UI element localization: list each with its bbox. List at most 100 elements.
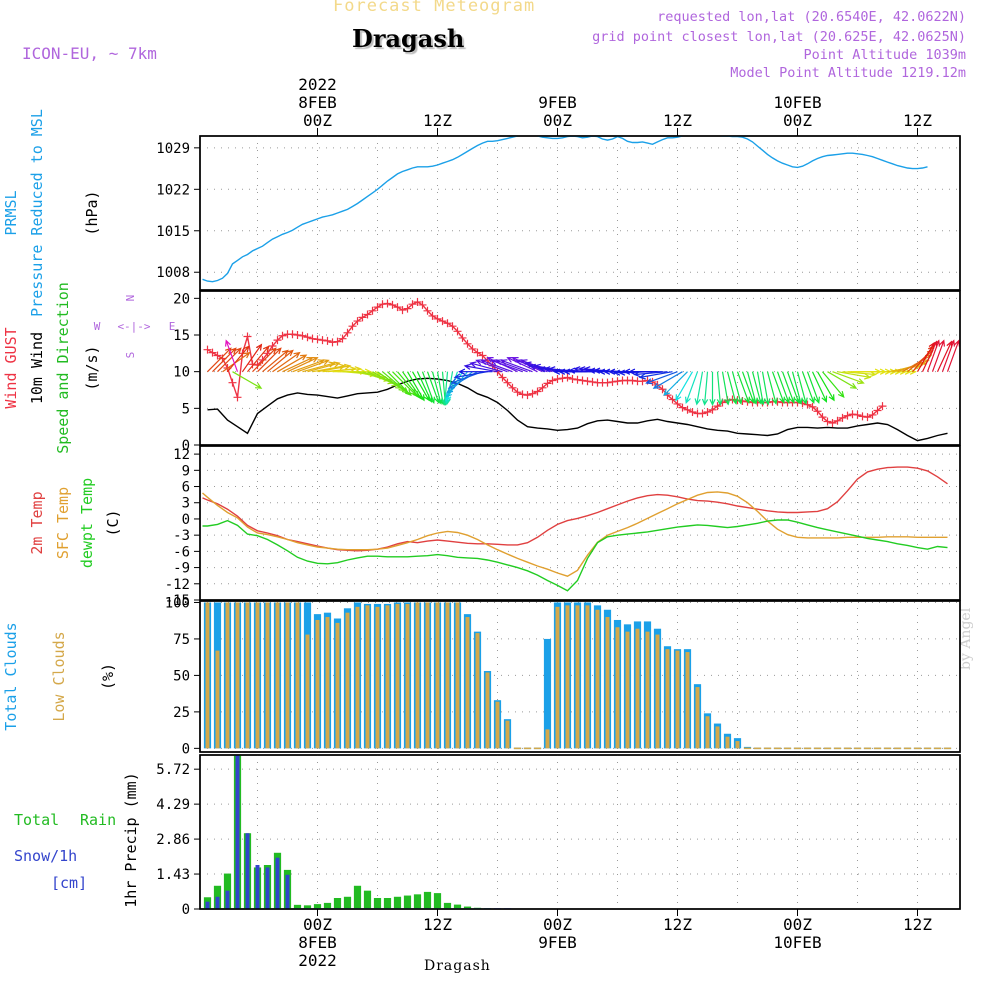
wind-gust-marker	[413, 298, 422, 306]
clouds-ytick-label: 50	[173, 668, 190, 684]
wind-gust-marker	[373, 303, 382, 312]
temperature-plot-area	[202, 466, 948, 592]
bottom-axis-label: 12Z	[423, 915, 452, 934]
precip-bar	[303, 905, 312, 909]
precip-bar	[255, 865, 260, 909]
wind-gust-marker	[498, 373, 507, 382]
clouds-axis-label: Low Clouds	[50, 631, 68, 721]
wind-gust-marker	[323, 336, 332, 345]
wind-gust-marker	[558, 374, 567, 383]
wind-gust-marker	[458, 333, 467, 342]
wind-gust-marker	[438, 317, 447, 326]
top-axis-label: 12Z	[423, 111, 452, 130]
wind-direction-arrow	[816, 371, 835, 402]
clouds-bar	[685, 652, 690, 749]
station-name: Dragash	[352, 24, 465, 53]
temperature-ytick-label: 3	[182, 496, 190, 512]
wind-gust-marker	[428, 311, 437, 320]
wind-gust-marker	[833, 416, 842, 425]
wind-direction-arrow	[766, 371, 778, 405]
wind-gust-marker	[478, 351, 487, 360]
wind-gust-marker	[628, 376, 637, 385]
pressure-ytick-label: 1029	[156, 141, 190, 157]
bottom-axis-label: 12Z	[903, 915, 932, 934]
wind-direction-arrow	[822, 371, 845, 398]
wind-gust-marker	[583, 377, 592, 386]
temperature-axis-label: (C)	[104, 509, 122, 536]
panel-pressure: 1008 1015 1022 1029 PRMSL Pressure Reduced to…	[2, 109, 961, 317]
clouds-bar	[545, 729, 550, 749]
wind-direction-arrow	[207, 347, 232, 373]
series-low-clouds	[205, 602, 952, 750]
precip-bar	[363, 890, 372, 909]
clouds-ytick-label: 25	[173, 705, 190, 721]
wind-axis-label: Wind GUST	[2, 327, 20, 408]
wind-gust-marker	[363, 310, 372, 319]
wind-direction-arrow	[916, 341, 935, 372]
wind-direction-arrow	[776, 371, 790, 405]
wind-gust-marker	[368, 306, 377, 315]
wind-direction-arrow	[277, 354, 308, 373]
wind-direction-arrow	[694, 371, 704, 406]
wind-ytick-label: 0	[182, 438, 190, 454]
clouds-bar	[375, 606, 380, 749]
panel-clouds: 0 25 50 75 100 Total Clouds Low Clouds (%)	[2, 595, 961, 757]
wind-gust-marker	[228, 378, 237, 387]
precip-bar	[433, 893, 442, 909]
series-wind-gust	[203, 298, 887, 427]
wind-gust-marker	[863, 413, 872, 422]
wind-ytick-label: 20	[173, 291, 190, 307]
wind-gust-marker	[843, 411, 852, 420]
prmsl-line	[202, 136, 928, 283]
precip-label-snow: Snow/1h	[14, 847, 77, 865]
wind-direction-arrow	[287, 357, 319, 373]
precip-bar	[353, 885, 362, 909]
wind-gust-marker	[393, 303, 402, 312]
wind-direction-arrow	[652, 371, 683, 389]
compass-arrows: <-|->	[117, 320, 150, 333]
dewpt-temp-line	[202, 519, 948, 592]
pressure-ytick-label: 1015	[156, 224, 190, 240]
wind-direction-arrow	[307, 361, 341, 373]
wind-gust-marker	[408, 300, 417, 309]
clouds-bar	[625, 631, 630, 749]
wind-direction-arrow	[217, 347, 242, 373]
bottom-axis-label: 10FEB	[773, 933, 821, 952]
wind-direction-arrow	[663, 371, 688, 396]
wind-gust-marker	[533, 387, 542, 396]
precip-bar	[343, 896, 352, 909]
wind-gust-marker	[433, 314, 442, 323]
top-axis-label: 12Z	[903, 111, 932, 130]
wind-gust-marker	[293, 331, 302, 339]
temperature-axis-label: 2m Temp	[28, 491, 46, 554]
precip-bar	[413, 894, 422, 909]
wind-gust-marker	[818, 413, 827, 422]
wind-gust-marker	[348, 322, 357, 331]
clouds-bar	[365, 605, 370, 749]
wind-gust-marker	[673, 399, 682, 408]
wind-gust-marker	[308, 334, 317, 343]
wind-direction-arrow	[212, 347, 237, 373]
temperature-axis-label: dewpt Temp	[78, 478, 96, 568]
temperature-ytick-label: -12	[165, 577, 190, 593]
clouds-axis-label: Total Clouds	[2, 622, 20, 730]
pressure-axis-label: Pressure Reduced to MSL	[28, 109, 46, 317]
wind-gust-marker	[538, 383, 547, 392]
clouds-bar	[505, 720, 510, 749]
temperature-ytick-label: -9	[173, 561, 190, 577]
temperature-frame	[199, 445, 961, 601]
series-10m-wind	[207, 377, 948, 442]
wind-gust-marker	[253, 361, 262, 370]
sfc-temp-line	[202, 491, 948, 577]
wind-gust-marker	[578, 376, 587, 385]
wind-direction-arrow	[406, 371, 425, 402]
clouds-bar	[475, 633, 480, 749]
wind-direction-arrow	[731, 371, 743, 405]
series-snow-1h	[205, 755, 512, 909]
requested-lonlat: requested lon,lat (20.6540E, 42.0622N)	[657, 9, 966, 25]
clouds-bar	[715, 726, 720, 749]
wind-gust-marker	[383, 299, 392, 308]
top-axis-label: 10FEB	[773, 93, 821, 112]
wind-gust-marker	[563, 373, 572, 382]
